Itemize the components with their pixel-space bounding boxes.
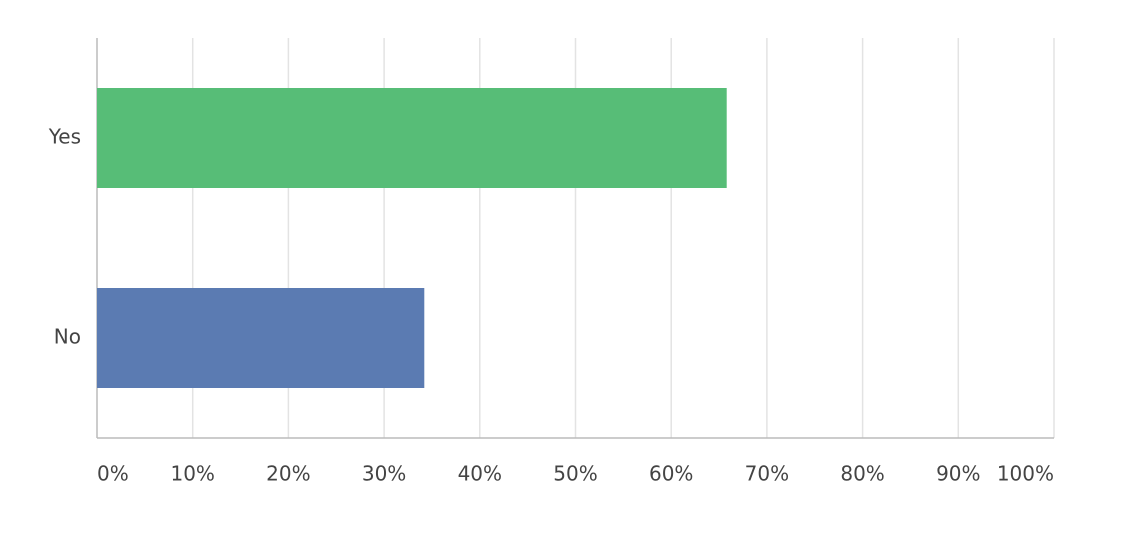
x-tick-label: 70% [745, 462, 789, 486]
x-tick-label: 30% [362, 462, 406, 486]
x-tick-label: 20% [266, 462, 310, 486]
x-tick-label: 50% [553, 462, 597, 486]
x-tick-label: 10% [170, 462, 214, 486]
x-tick-label: 90% [936, 462, 980, 486]
x-tick-label: 100% [997, 462, 1054, 486]
bar [97, 88, 727, 188]
x-tick-label: 80% [840, 462, 884, 486]
x-tick-label: 60% [649, 462, 693, 486]
y-tick-label: No [54, 325, 81, 349]
x-tick-label: 0% [97, 462, 129, 486]
y-tick-label: Yes [48, 125, 81, 149]
bar [97, 288, 425, 388]
x-tick-label: 40% [458, 462, 502, 486]
